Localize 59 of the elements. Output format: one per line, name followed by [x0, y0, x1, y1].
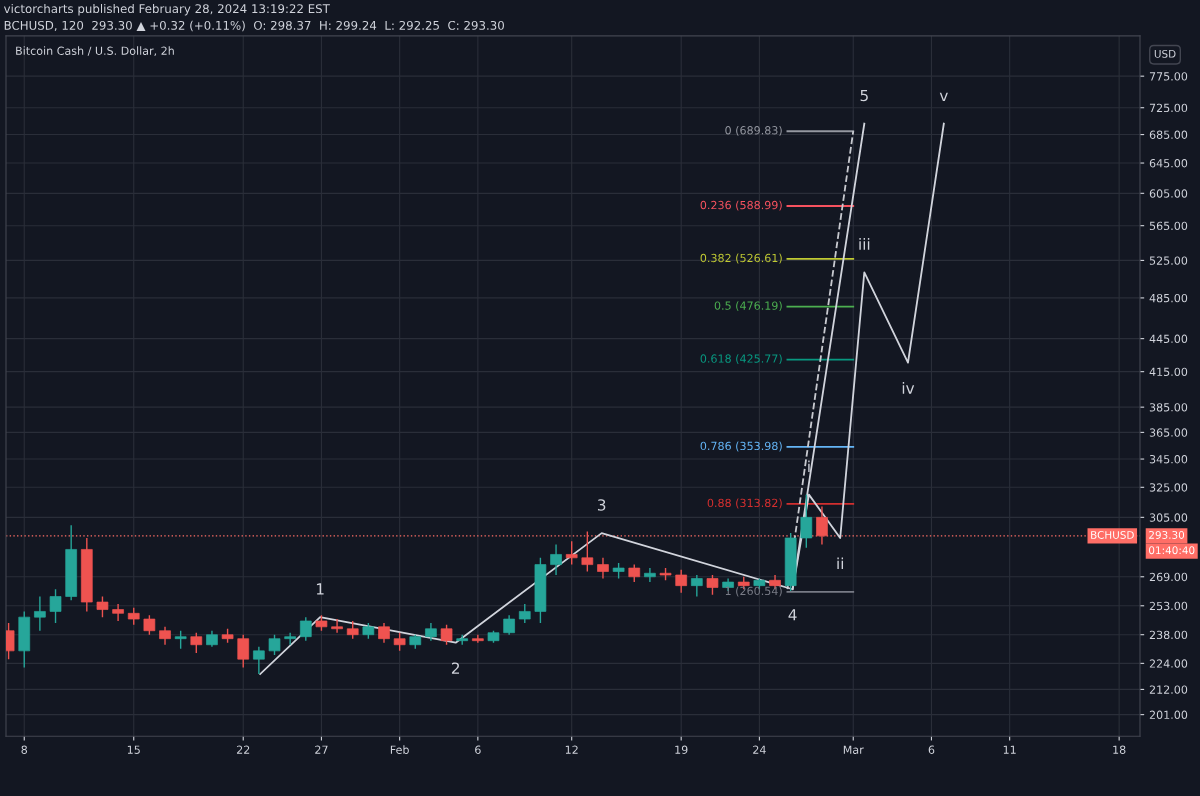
x-tick-label: 6 [928, 745, 935, 754]
annotation: i [808, 460, 810, 473]
x-tick-label: 19 [675, 745, 688, 754]
y-tick-label: 445.00 [1149, 334, 1188, 344]
y-tick-label: 212.00 [1149, 685, 1188, 694]
x-tick-label: Feb [390, 745, 409, 754]
series-label: 0.382 (526.61) [700, 253, 782, 264]
text: 293.30 [1149, 531, 1185, 539]
series-label: 0 (689.83) [725, 125, 782, 136]
y-tick-label: 725.00 [1149, 103, 1188, 113]
y-tick-label: 305.00 [1149, 513, 1188, 522]
y-tick-label: 345.00 [1149, 455, 1188, 464]
annotation: 1 [316, 583, 324, 595]
y-tick-label: 485.00 [1149, 293, 1188, 303]
text: 01:40:40 [1149, 546, 1195, 555]
y-tick-label: 605.00 [1149, 189, 1188, 198]
x-tick-label: 22 [236, 745, 250, 754]
y-tick-label: 201.00 [1149, 710, 1188, 720]
y-tick-label: 325.00 [1149, 483, 1188, 492]
y-tick-label: 525.00 [1149, 256, 1188, 265]
ref-line-label: BCHUSD [1091, 531, 1134, 539]
series-label: 0.5 (476.19) [714, 301, 782, 312]
y-tick-label: 645.00 [1149, 159, 1188, 168]
y-tick-label: 365.00 [1149, 428, 1188, 437]
series-label: 0.786 (353.98) [700, 441, 782, 452]
text: victorcharts published February 28, 2024 13:19:22 EST [3, 3, 330, 16]
y-tick-label: 685.00 [1149, 130, 1188, 139]
series-label: 0.88 (313.82) [707, 498, 782, 509]
annotation: ii [837, 557, 844, 570]
y-tick-label: 224.00 [1149, 659, 1188, 668]
annotation: 3 [597, 499, 606, 511]
x-tick-label: 12 [565, 745, 578, 754]
x-tick-label: 24 [753, 745, 766, 754]
x-tick-label: 27 [315, 745, 328, 754]
y-axis-title: USD [1154, 49, 1176, 58]
y-tick-label: 565.00 [1149, 221, 1188, 231]
y-tick-label: 238.00 [1149, 630, 1188, 640]
x-tick-label: 8 [21, 745, 28, 754]
x-tick-label: 15 [127, 745, 140, 754]
y-tick-label: 269.00 [1149, 572, 1188, 582]
annotation: iii [859, 238, 870, 250]
x-tick-label: 11 [1003, 745, 1016, 754]
series-label: 0.236 (588.99) [700, 200, 782, 211]
x-tick-label: 6 [475, 745, 481, 754]
y-tick-label: 775.00 [1149, 72, 1188, 81]
annotation: 5 [860, 89, 868, 102]
x-tick-label: 18 [1113, 745, 1126, 754]
series-label: 1 (260.54) [725, 586, 782, 597]
y-tick-label: 415.00 [1149, 367, 1188, 377]
y-tick-label: 253.00 [1149, 601, 1188, 611]
text: Bitcoin Cash / U.S. Dollar, 2h [16, 46, 174, 57]
annotation: 4 [788, 609, 797, 621]
series-label: 0.618 (425.77) [700, 354, 782, 365]
y-tick-label: 385.00 [1149, 403, 1188, 412]
annotation: iv [902, 382, 915, 394]
x-tick-label: Mar [843, 745, 864, 754]
annotation: v [939, 92, 948, 102]
text: BCHUSD, 120 293.30 ▲ +0.32 (+0.11%) O: 298.37 H: 299.24 L: 292.25 C: 293.30 [4, 20, 504, 32]
annotation: 2 [451, 662, 460, 674]
